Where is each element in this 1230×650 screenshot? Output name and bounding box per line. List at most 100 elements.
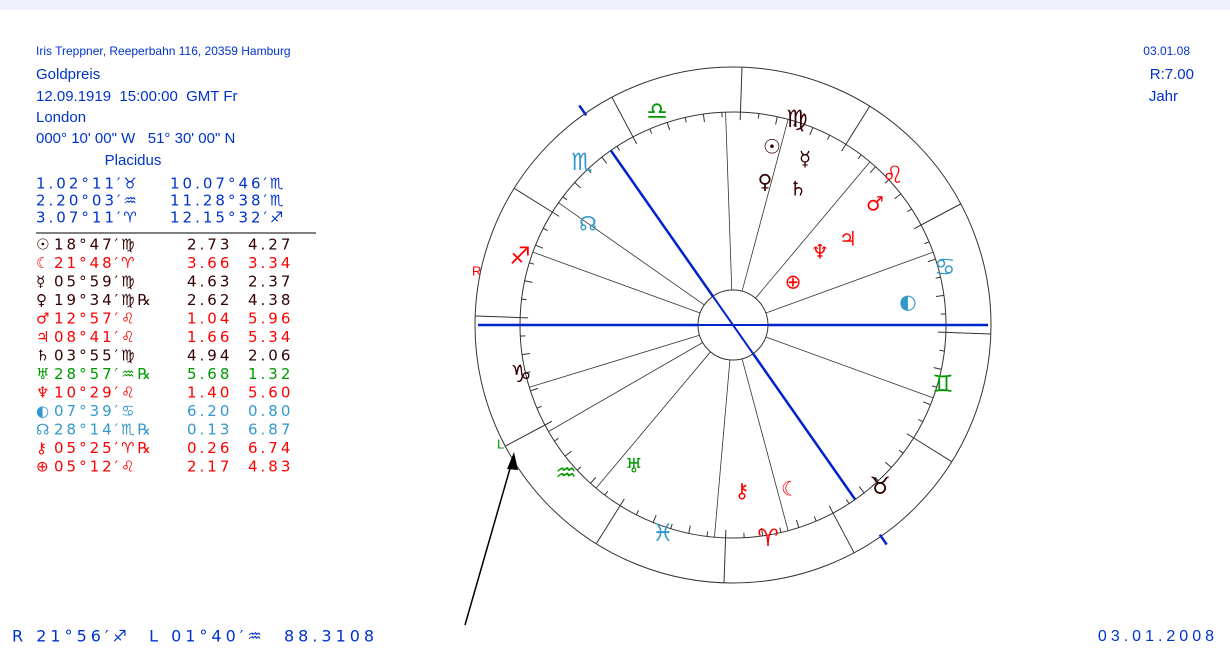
- degree-tick: [884, 179, 890, 184]
- house-cusp: 12.15°32′♐: [170, 209, 286, 227]
- planet-cell: 2.17: [187, 458, 232, 476]
- degree-tick: [841, 144, 847, 152]
- degree-tick: [935, 294, 944, 297]
- arrow: [464, 457, 514, 626]
- sign-glyph: ♍: [786, 105, 808, 133]
- planet-glyph: ♅: [625, 454, 643, 478]
- planet-glyph: ♄: [789, 177, 807, 201]
- sign-boundary: [513, 187, 553, 213]
- sign-boundary: [945, 331, 991, 335]
- degree-tick: [649, 128, 653, 134]
- planet-glyph: ◐: [36, 402, 52, 420]
- ratio: R:7.00: [1150, 66, 1194, 83]
- degree-tick: [542, 227, 548, 232]
- degree-tick: [795, 519, 800, 528]
- planet-glyph: ♂: [866, 192, 884, 216]
- degree-tick: [858, 486, 865, 494]
- planet-cell: 28°57′♒℞: [54, 365, 154, 383]
- degree-tick: [935, 276, 941, 279]
- sign-glyph: ♊: [932, 370, 954, 398]
- planet-cell: 1.40: [187, 384, 232, 402]
- house-cusp-line: [529, 334, 700, 388]
- planet-glyph: ♂: [36, 310, 52, 328]
- house-cusp: 1.02°11′♉: [36, 175, 140, 193]
- planet-cell: 03°55′♍: [54, 347, 138, 365]
- house-cusp-line: [725, 112, 733, 291]
- degree-tick: [828, 505, 834, 514]
- planet-cell: 4.27: [248, 236, 293, 254]
- planet-glyph: ♆: [36, 384, 52, 402]
- degree-tick: [898, 449, 904, 454]
- source: Iris Treppner, Reeperbahn 116, 20359 Ham…: [36, 44, 291, 58]
- planet-cell: 5.60: [248, 384, 293, 402]
- house-cusp-line: [741, 119, 789, 292]
- l-label: L: [497, 436, 504, 451]
- degree-tick: [619, 498, 625, 506]
- planet-cell: 1.04: [187, 310, 232, 328]
- house-cusp: 10.07°46′♏: [170, 175, 286, 193]
- planet-cell: 2.06: [248, 347, 293, 365]
- planet-cell: 4.83: [248, 458, 293, 476]
- degree-tick: [918, 418, 924, 423]
- arrow-head: [507, 452, 518, 470]
- planet-cell: 07°39′♋: [54, 402, 138, 420]
- sign-boundary: [504, 424, 546, 447]
- house-cusp: 3.07°11′♈: [36, 209, 140, 227]
- sign-boundary: [475, 315, 521, 319]
- house-system: Placidus: [105, 152, 162, 169]
- planet-cell: 0.13: [187, 421, 232, 439]
- degree-tick: [684, 117, 687, 123]
- degree-tick: [761, 527, 764, 536]
- period: Jahr: [1149, 88, 1178, 105]
- degree-tick: [530, 387, 539, 392]
- degree-tick: [924, 241, 930, 245]
- degree-tick: [522, 353, 531, 356]
- top-strip: [0, 0, 1230, 10]
- sign-boundary: [845, 105, 871, 145]
- planet-cell: 3.66: [187, 254, 232, 272]
- degree-tick: [933, 367, 942, 370]
- degree-tick: [793, 121, 796, 127]
- degree-tick: [666, 122, 671, 131]
- planet-cell: 1.66: [187, 328, 232, 346]
- planet-glyph: ◐: [899, 290, 916, 314]
- degree-tick: [521, 298, 527, 301]
- planet-cell: 2.73: [187, 236, 232, 254]
- house-cusp-line: [548, 342, 703, 432]
- planet-cell: 12°57′♌: [54, 310, 138, 328]
- degree-tick: [927, 258, 936, 263]
- planet-glyph: ☿: [799, 147, 811, 171]
- sign-glyph: ♎: [646, 97, 668, 125]
- planet-cell: 6.74: [248, 439, 293, 457]
- planet-glyph: ♃: [36, 328, 52, 346]
- top-date: 03.01.08: [1143, 44, 1190, 58]
- degree-tick: [813, 516, 817, 522]
- degree-tick: [604, 490, 609, 496]
- degree-tick: [535, 244, 544, 249]
- degree-tick: [562, 196, 568, 201]
- degree-tick: [845, 499, 850, 504]
- sign-glyph: ♏: [571, 148, 593, 176]
- ic-marker: [878, 533, 888, 546]
- planet-glyph: ⊕: [785, 270, 802, 294]
- sign-boundary: [920, 203, 962, 226]
- degree-tick: [601, 156, 608, 164]
- degree-tick: [635, 510, 640, 516]
- r-label: R: [472, 263, 481, 278]
- degree-tick: [552, 211, 560, 217]
- degree-tick: [775, 116, 778, 125]
- planet-glyph: ☾: [36, 254, 52, 272]
- degree-tick: [529, 262, 535, 265]
- planet-glyph: ⊕: [36, 458, 52, 476]
- planet-cell: 1.32: [248, 365, 293, 383]
- sign-boundary: [595, 505, 621, 545]
- sign-glyph: ♓: [652, 519, 674, 547]
- sign-glyph: ♌: [882, 161, 904, 189]
- planet-cell: 6.20: [187, 402, 232, 420]
- outer-ring: [474, 66, 992, 584]
- degree-tick: [885, 461, 892, 468]
- house-cusp-line: [714, 359, 731, 538]
- sign-glyph: ♑: [510, 360, 532, 388]
- degree-tick: [894, 193, 902, 200]
- degree-tick: [869, 166, 876, 173]
